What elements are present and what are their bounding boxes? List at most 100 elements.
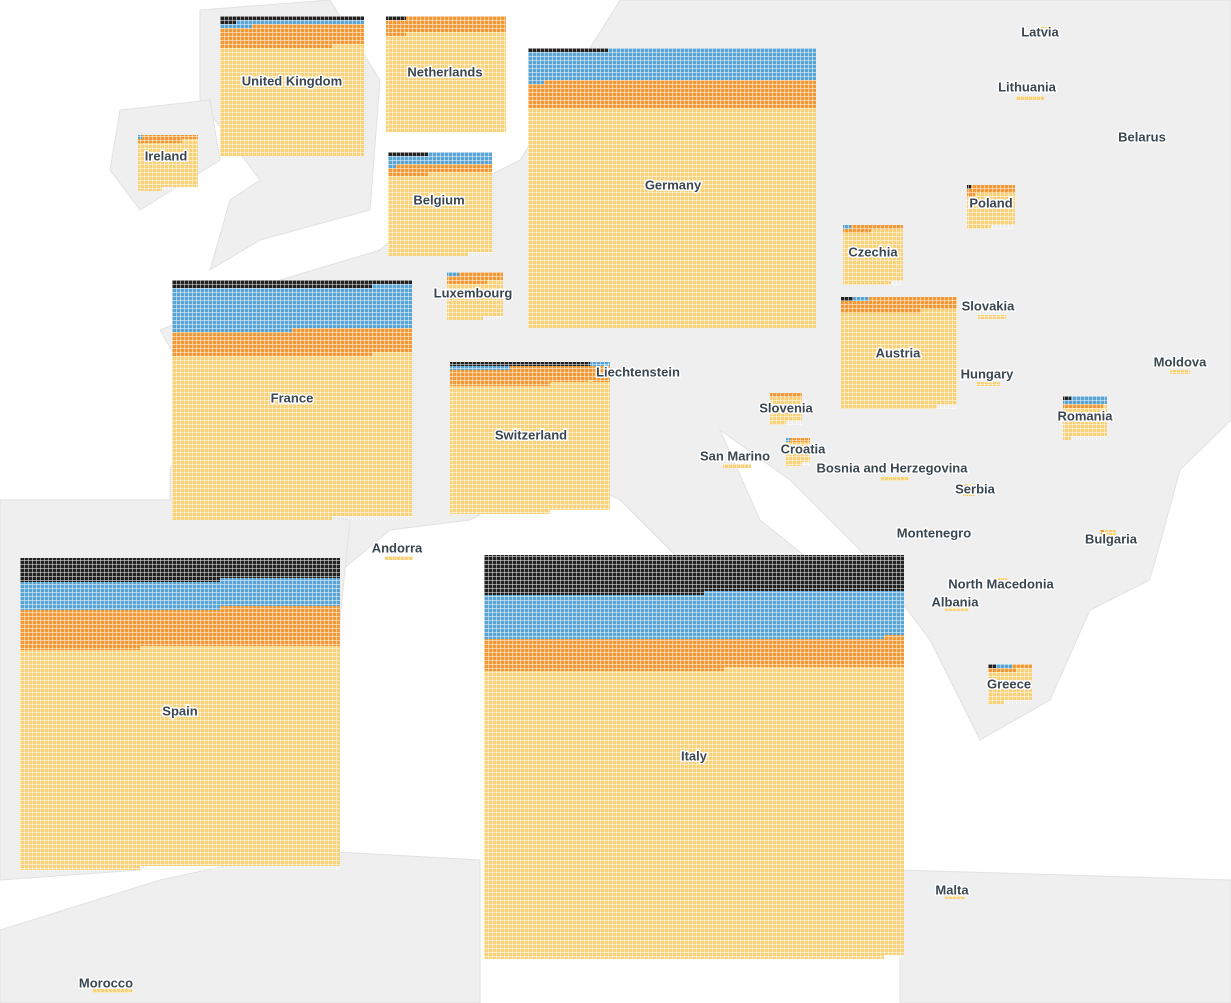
waffle — [20, 558, 340, 870]
waffle — [588, 380, 592, 384]
waffle — [967, 185, 1015, 229]
waffle — [1100, 530, 1116, 538]
waffle-grid — [967, 185, 1015, 229]
waffle-grid — [988, 664, 1032, 704]
waffle — [976, 382, 1000, 386]
country-label: United Kingdom — [242, 73, 342, 88]
country-label: Netherlands — [407, 64, 482, 79]
black-sea — [1150, 440, 1231, 620]
waffle-grid — [138, 135, 198, 191]
africa-west — [0, 849, 481, 1003]
waffle — [1138, 135, 1142, 139]
country-label: Morocco — [79, 975, 133, 990]
waffle-grid — [1016, 96, 1044, 100]
country-label: Bosnia and Herzegovina — [817, 460, 969, 475]
country-label: Slovenia — [759, 400, 813, 415]
waffle-grid — [447, 272, 503, 320]
waffle-grid — [930, 528, 934, 532]
waffle — [385, 556, 413, 560]
waffle-grid — [588, 380, 592, 384]
waffle — [843, 225, 903, 285]
waffle-grid — [1138, 135, 1142, 139]
waffle — [988, 664, 1032, 704]
waffle-grid — [220, 16, 364, 156]
waffle-grid — [843, 225, 903, 285]
waffle — [1063, 396, 1107, 440]
waffle-grid — [723, 464, 751, 468]
waffle — [450, 362, 610, 514]
waffle — [945, 607, 969, 611]
waffle — [945, 895, 965, 899]
country-label: Malta — [935, 882, 969, 897]
country-label: Montenegro — [897, 525, 971, 540]
waffle-grid — [995, 578, 1007, 582]
waffle-grid — [1063, 396, 1107, 440]
waffle-grid — [450, 362, 610, 514]
country-label: Slovakia — [962, 298, 1016, 313]
waffle-grid — [1170, 370, 1190, 374]
country-label: Austria — [876, 345, 922, 360]
waffle-grid — [386, 16, 506, 132]
country-label: Poland — [969, 195, 1012, 210]
waffle-grid — [881, 477, 909, 481]
waffle-grid — [945, 895, 965, 899]
country-label: Lithuania — [998, 79, 1057, 94]
waffle — [881, 477, 909, 481]
waffle-grid — [945, 607, 969, 611]
waffle-grid — [1100, 530, 1116, 538]
waffle-grid — [976, 382, 1000, 386]
country-label: Moldova — [1154, 354, 1207, 369]
waffle-grid — [978, 315, 1006, 319]
country-label: Belarus — [1118, 129, 1166, 144]
country-label: Liechtenstein — [596, 364, 680, 379]
waffle-grid — [484, 555, 904, 959]
country-label: Albania — [932, 594, 980, 609]
country-label: Andorra — [372, 540, 423, 555]
country-label: Luxembourg — [434, 285, 513, 300]
waffle — [1016, 96, 1044, 100]
waffles — [20, 16, 1190, 993]
waffle — [447, 272, 503, 320]
country-label: Hungary — [961, 366, 1015, 381]
waffle — [386, 16, 506, 132]
waffle — [138, 135, 198, 191]
country-label: Croatia — [781, 441, 827, 456]
waffle-grid — [172, 280, 412, 520]
waffle-grid — [388, 152, 492, 256]
country-label: Greece — [987, 676, 1031, 691]
country-label: Belgium — [413, 192, 464, 207]
waffle-grid — [385, 556, 413, 560]
waffle — [220, 16, 364, 156]
waffle — [172, 280, 412, 520]
waffle-grid — [786, 438, 810, 466]
waffle — [528, 48, 816, 328]
waffle — [93, 989, 133, 993]
waffle — [484, 555, 904, 959]
waffle — [841, 297, 957, 409]
waffle — [995, 578, 1007, 582]
waffle-grid — [1037, 27, 1049, 31]
country-label: Switzerland — [495, 427, 567, 442]
waffle-grid — [770, 393, 802, 425]
waffle — [978, 315, 1006, 319]
country-label: Germany — [645, 177, 702, 192]
waffle — [963, 484, 983, 496]
country-label: Spain — [162, 703, 197, 718]
waffle-grid — [963, 484, 983, 496]
waffle — [770, 393, 802, 425]
country-label: North Macedonia — [948, 576, 1054, 591]
country-label: Ireland — [145, 148, 188, 163]
waffle-grid — [93, 989, 133, 993]
waffle — [1170, 370, 1190, 374]
country-label: Serbia — [955, 481, 996, 496]
waffle — [723, 464, 751, 468]
country-label: Latvia — [1021, 24, 1059, 39]
waffle — [786, 438, 810, 466]
country-label: Czechia — [848, 244, 898, 259]
country-label: Romania — [1058, 408, 1114, 423]
waffle — [930, 528, 934, 532]
waffle — [1037, 27, 1049, 31]
labels: Germany Italy Spain France United Kingdom Net… — [77, 23, 1208, 992]
country-label: Italy — [681, 748, 708, 763]
